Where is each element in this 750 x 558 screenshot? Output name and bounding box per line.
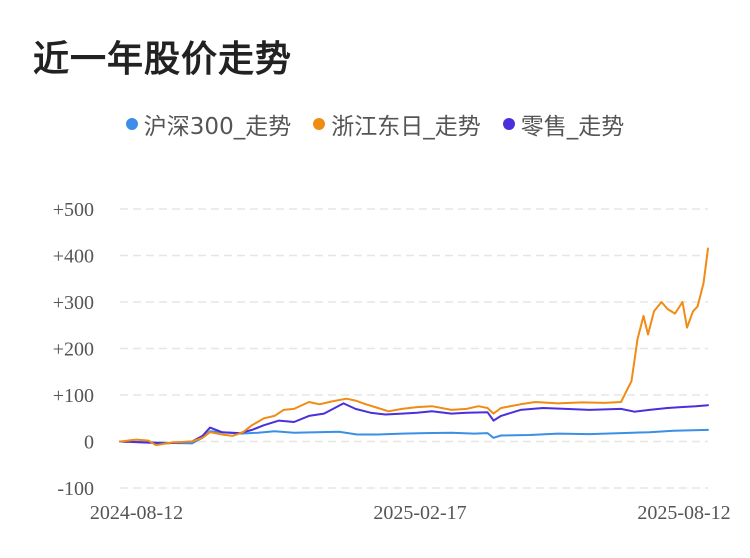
legend-item-retail[interactable]: 零售_走势 <box>502 107 625 141</box>
legend-dot-hs300 <box>125 118 138 130</box>
y-tick-label: 0 <box>84 432 94 454</box>
legend-item-hs300[interactable]: 沪深300_走势 <box>125 107 292 141</box>
legend-label-hs300: 沪深300_走势 <box>143 114 292 140</box>
chart-legend: 沪深300_走势 浙江东日_走势 零售_走势 <box>0 108 750 140</box>
y-tick-label: +300 <box>53 292 94 314</box>
y-tick-label: +400 <box>53 246 94 268</box>
series-line-1 <box>119 247 709 447</box>
y-tick-label: +100 <box>53 385 94 407</box>
series-lines <box>119 247 709 447</box>
x-tick-label: 2024-08-12 <box>90 502 183 524</box>
series-line-2 <box>119 402 709 445</box>
legend-label-zjdr: 浙江东日_走势 <box>331 114 481 140</box>
x-tick-label: 2025-08-12 <box>637 502 730 524</box>
chart-title: 近一年股价走势 <box>33 39 293 80</box>
x-tick-label: 2025-02-17 <box>373 502 466 524</box>
legend-label-retail: 零售_走势 <box>520 114 625 140</box>
y-tick-label: +500 <box>53 199 94 221</box>
y-axis-ticks: +500 +400 +300 +200 +100 0 -100 <box>53 199 94 500</box>
x-axis-ticks: 2024-08-12 2025-02-17 2025-08-12 <box>90 502 731 524</box>
legend-dot-zjdr <box>313 118 326 130</box>
legend-dot-retail <box>502 118 515 130</box>
y-tick-label: +200 <box>53 339 94 361</box>
legend-item-zjdr[interactable]: 浙江东日_走势 <box>313 107 481 141</box>
grid-lines <box>120 208 708 489</box>
y-tick-label: -100 <box>57 478 94 500</box>
